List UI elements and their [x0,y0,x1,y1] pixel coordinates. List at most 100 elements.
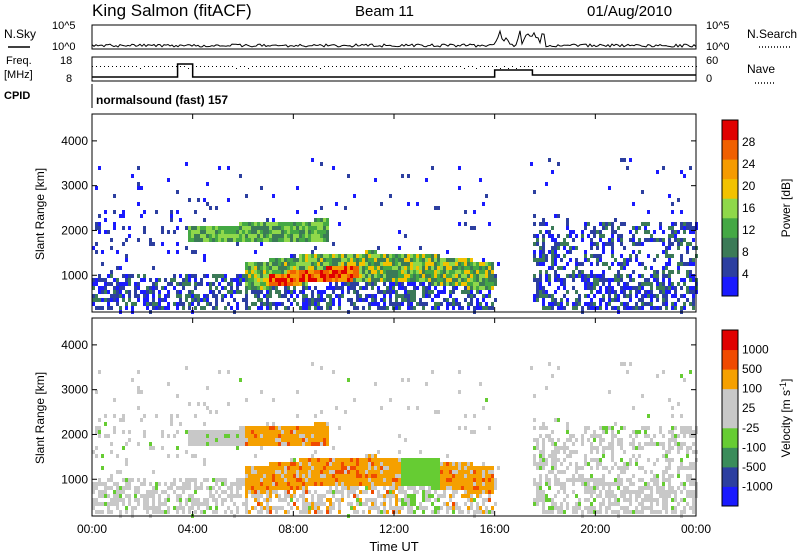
velocity-cell [353,490,356,494]
power-cell [356,298,359,302]
power-cell [644,222,647,226]
velocity-cell [632,454,635,458]
power-cell [152,290,155,294]
power-cell [683,262,686,266]
power-cell [380,290,383,294]
power-cell [545,230,548,234]
velocity-cell [224,510,227,514]
nave-dot [300,66,301,67]
nave-dot [552,66,553,67]
power-cell [110,270,113,274]
velocity-cell [302,490,305,494]
power-cell [128,282,131,286]
power-cell [314,218,317,222]
power-cell [305,282,308,286]
velocity-cell [656,442,659,446]
power-cell [341,266,344,270]
power-cell [446,302,449,306]
velocity-cell [638,478,641,482]
velocity-cell [248,438,251,442]
nave-dot [196,66,197,67]
power-cell [569,234,572,238]
velocity-cell [404,474,407,478]
power-cell [599,290,602,294]
power-cell [314,222,317,226]
power-cell [398,286,401,290]
velocity-cell [338,466,341,470]
power-cell [572,286,575,290]
velocity-cell [167,498,170,502]
nave-dot [568,66,569,67]
power-cell [539,262,542,266]
power-cell [257,278,260,282]
nave-dot [180,66,181,67]
nave-dot [148,66,149,67]
power-cell [563,266,566,270]
velocity-cell [449,486,452,490]
power-cell [185,162,188,166]
velocity-cell [242,438,245,442]
velocity-cell [341,494,344,498]
power-cell [446,266,449,270]
power-cell [269,290,272,294]
velocity-cell [209,430,212,434]
power-cell [419,266,422,270]
power-cell [623,290,626,294]
power-cell [548,234,551,238]
velocity-cell [620,442,623,446]
power-cell [647,278,650,282]
power-cell [383,306,386,310]
velocity-cell [425,498,428,502]
nave-dot [536,66,537,67]
velocity-cell [485,510,488,514]
velocity-cell [566,466,569,470]
velocity-cell [272,466,275,470]
power-cell [287,230,290,234]
velocity-cell [470,466,473,470]
power-cell [413,262,416,266]
power-cell [326,218,329,222]
power-cell [470,262,473,266]
velocity-cell [443,494,446,498]
nave-dot [192,66,193,67]
power-cell [680,238,683,242]
power-cell [338,302,341,306]
velocity-cell [266,510,269,514]
power-cell [326,306,329,310]
power-cell [125,278,128,282]
power-cell [548,302,551,306]
velocity-cell [125,494,128,498]
power-cell [269,222,272,226]
power-cell [482,298,485,302]
power-cell [215,294,218,298]
velocity-cell [296,506,299,510]
velocity-cell [482,486,485,490]
power-cell [398,282,401,286]
nave-dot [108,66,109,67]
power-cell [377,262,380,266]
power-cell [647,302,650,306]
power-cell [407,278,410,282]
power-cell [134,294,137,298]
power-cell [434,274,437,278]
velocity-cell [452,510,455,514]
power-cell [686,250,689,254]
power-cell [221,278,224,282]
power-cell [290,290,293,294]
power-cell [542,290,545,294]
power-cell [641,282,644,286]
velocity-cell [404,490,407,494]
power-cell [446,278,449,282]
velocity-cell [611,502,614,506]
power-cell [161,298,164,302]
power-cell [152,294,155,298]
velocity-cell [614,478,617,482]
velocity-cell [344,466,347,470]
velocity-cell [425,462,428,466]
power-cell [485,278,488,282]
velocity-cell [611,482,614,486]
power-cell [689,226,692,230]
power-cell [260,238,263,242]
velocity-cell [539,466,542,470]
power-cell [281,238,284,242]
